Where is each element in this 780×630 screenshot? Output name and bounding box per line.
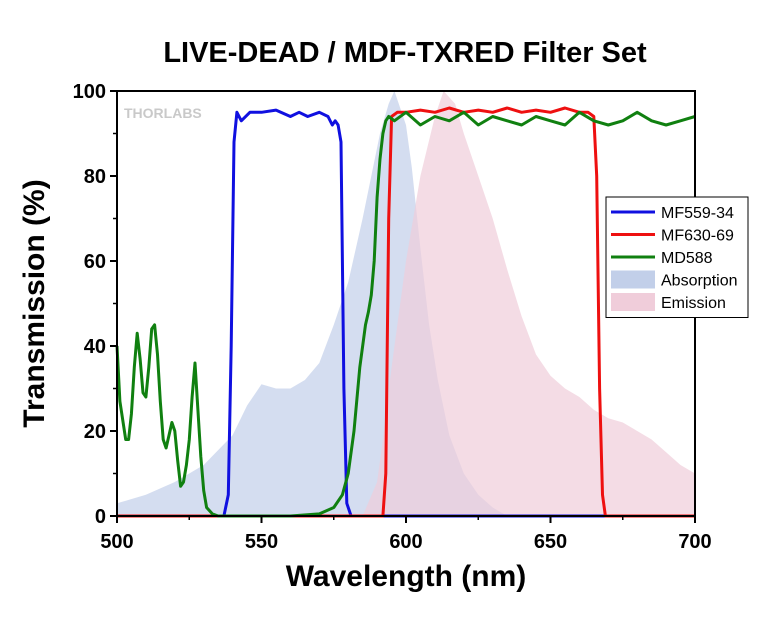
axis-ticks: 500 550 600 650 700 0 20 40 60 80 100 <box>73 81 712 553</box>
y-tick-label: 40 <box>84 336 106 358</box>
legend-swatch-absorption <box>611 270 655 289</box>
legend-swatch-emission <box>611 293 655 311</box>
y-axis-label: Transmission (%) <box>18 179 51 427</box>
thorlabs-watermark: THORLABS <box>124 105 202 121</box>
y-tick-label: 80 <box>84 166 106 188</box>
line-mf630-69 <box>117 106 695 518</box>
legend-label-emission: Emission <box>661 295 726 312</box>
chart-title: LIVE-DEAD / MDF-TXRED Filter Set <box>163 37 647 69</box>
y-tick-label: 0 <box>95 506 106 528</box>
legend-label-md588: MD588 <box>661 250 713 267</box>
y-tick-label: 100 <box>73 81 106 103</box>
x-tick-label: 550 <box>245 531 278 553</box>
line-md588 <box>115 110 696 518</box>
line-series-group <box>115 106 696 518</box>
y-tick-label: 20 <box>84 421 106 443</box>
legend-label-absorption: Absorption <box>661 273 738 290</box>
x-tick-label: 650 <box>534 531 567 553</box>
legend-label-mf559-34: MF559-34 <box>661 205 734 222</box>
legend: MF559-34 MF630-69 MD588 Absorption Emission <box>605 196 749 318</box>
area-series-group <box>117 91 695 516</box>
x-tick-label: 600 <box>389 531 422 553</box>
area-emission <box>362 91 695 516</box>
x-tick-label: 700 <box>678 531 711 553</box>
x-tick-label: 500 <box>100 531 133 553</box>
legend-label-mf630-69: MF630-69 <box>661 228 734 245</box>
y-tick-label: 60 <box>84 251 106 273</box>
x-axis-label: Wavelength (nm) <box>286 560 527 593</box>
line-mf559-34 <box>117 108 695 518</box>
